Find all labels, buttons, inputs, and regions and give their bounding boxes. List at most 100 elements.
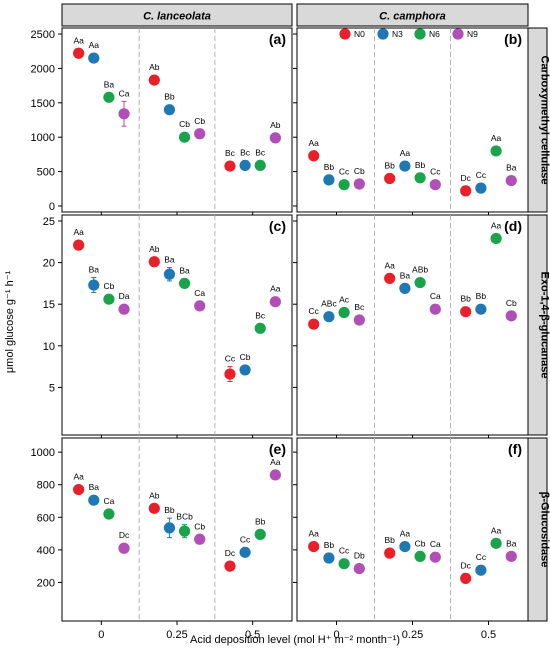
point-marker bbox=[490, 232, 502, 245]
legend-marker bbox=[414, 28, 426, 40]
point-marker bbox=[399, 160, 411, 172]
y-tick-label: 200 bbox=[37, 577, 55, 589]
data-point-N3: Aa bbox=[399, 529, 411, 553]
data-point-N0: Ab bbox=[148, 62, 160, 86]
point-marker bbox=[353, 562, 365, 575]
point-marker bbox=[475, 564, 487, 576]
legend-marker bbox=[377, 28, 389, 40]
x-tick-label: 0.5 bbox=[245, 629, 260, 641]
significance-label: BCb bbox=[176, 512, 193, 522]
significance-label: Ca bbox=[430, 291, 441, 301]
significance-label: Bc bbox=[354, 302, 365, 312]
significance-label: Bc bbox=[255, 147, 266, 157]
data-point-N9: Ab bbox=[269, 120, 281, 144]
significance-label: Bc bbox=[225, 148, 236, 158]
y-tick-label: 10 bbox=[43, 341, 55, 353]
x-tick-label: 0.5 bbox=[481, 629, 496, 641]
point-marker bbox=[254, 159, 266, 172]
data-point-N3: Ba bbox=[88, 482, 100, 506]
y-tick-label: 2000 bbox=[31, 63, 55, 75]
point-marker bbox=[414, 276, 426, 289]
point-marker bbox=[338, 306, 350, 319]
point-marker bbox=[384, 172, 396, 185]
point-marker bbox=[239, 546, 251, 558]
data-point-N3: Bb bbox=[475, 291, 487, 315]
point-marker bbox=[178, 131, 191, 143]
significance-label: Db bbox=[354, 551, 365, 561]
data-point-N3: Bb bbox=[323, 162, 335, 186]
significance-label: Da bbox=[119, 291, 130, 301]
data-point-N9: Ca bbox=[194, 288, 205, 312]
significance-label: Cb bbox=[194, 521, 205, 531]
point-marker bbox=[323, 311, 335, 323]
data-point-N3: Bb bbox=[323, 540, 335, 564]
y-tick-label: 0 bbox=[49, 201, 55, 213]
panel-frame bbox=[296, 214, 529, 436]
significance-label: Ba bbox=[89, 482, 100, 492]
point-marker bbox=[118, 303, 130, 315]
panel-b: (b) Aa Bb Cc Cb Bb Aa Bb Cc Dc Cc Aa Ba bbox=[293, 27, 529, 216]
data-point-N0: Dc bbox=[460, 173, 472, 197]
point-marker bbox=[239, 364, 251, 376]
y-tick-label: 600 bbox=[37, 512, 55, 524]
data-point-N9: Ba bbox=[505, 538, 517, 562]
significance-label: Aa bbox=[89, 40, 100, 50]
row-title-2: Exo-1,4-β-glucanase bbox=[539, 272, 550, 379]
point-marker bbox=[178, 277, 191, 289]
panel-letter: (d) bbox=[504, 218, 522, 234]
point-marker bbox=[254, 528, 266, 540]
panel-frame bbox=[61, 437, 293, 622]
significance-label: Aa bbox=[400, 148, 411, 158]
point-marker bbox=[308, 541, 320, 553]
data-point-N6: Cc bbox=[338, 167, 350, 191]
significance-label: Aa bbox=[73, 227, 84, 237]
data-point-N9: Cb bbox=[505, 298, 517, 322]
data-point-N3: Cc bbox=[475, 170, 487, 194]
data-point-N3: Cc bbox=[475, 552, 487, 576]
legend-label: N0 bbox=[354, 29, 365, 39]
significance-label: Ca bbox=[430, 539, 441, 549]
data-point-N3: Bc bbox=[239, 147, 251, 172]
panel-a: 0 500 1000 1500 2000 2500 (a) Aa Aa Ba Ca Ab Bb Cb Cb B… bbox=[31, 27, 293, 216]
y-tick-label: 15 bbox=[43, 299, 55, 311]
data-point-N0: Aa bbox=[73, 35, 85, 59]
data-point-N9: Aa bbox=[269, 284, 281, 308]
column-strip-left bbox=[61, 3, 293, 27]
legend-label: N3 bbox=[392, 29, 403, 39]
data-point-N3: Ba bbox=[88, 265, 100, 294]
point-marker bbox=[88, 52, 100, 64]
data-point-N0: Ab bbox=[148, 490, 160, 514]
point-marker bbox=[118, 542, 130, 554]
point-marker bbox=[399, 282, 411, 294]
panel-frame bbox=[61, 214, 293, 436]
legend-item-N3: N3 bbox=[377, 28, 403, 40]
significance-label: Aa bbox=[309, 529, 320, 539]
data-point-N9: Ca bbox=[118, 88, 130, 127]
significance-label: Ba bbox=[506, 163, 517, 173]
significance-label: Cc bbox=[339, 546, 350, 556]
data-point-N0: Bb bbox=[384, 535, 396, 559]
point-marker bbox=[353, 178, 365, 190]
significance-label: Bb bbox=[324, 540, 335, 550]
data-point-N3: Aa bbox=[88, 40, 100, 64]
significance-label: Bb bbox=[324, 162, 335, 172]
significance-label: Dc bbox=[460, 560, 471, 570]
significance-label: Bb bbox=[385, 160, 396, 170]
data-point-N9: Cb bbox=[353, 166, 365, 190]
data-point-N3: Cc bbox=[239, 534, 251, 558]
point-marker bbox=[224, 560, 236, 572]
data-point-N6: Aa bbox=[490, 525, 502, 549]
data-point-N6: Aa bbox=[490, 220, 502, 245]
data-point-N0: Aa bbox=[308, 529, 320, 553]
data-point-N3: Ba bbox=[399, 270, 411, 294]
point-marker bbox=[88, 494, 100, 506]
panel-frame bbox=[296, 437, 529, 622]
data-point-N0: Bb bbox=[460, 294, 472, 318]
significance-label: Aa bbox=[270, 457, 281, 467]
panel-frame bbox=[296, 27, 529, 213]
point-marker bbox=[414, 172, 426, 184]
point-marker bbox=[269, 469, 281, 481]
point-marker bbox=[148, 74, 160, 86]
